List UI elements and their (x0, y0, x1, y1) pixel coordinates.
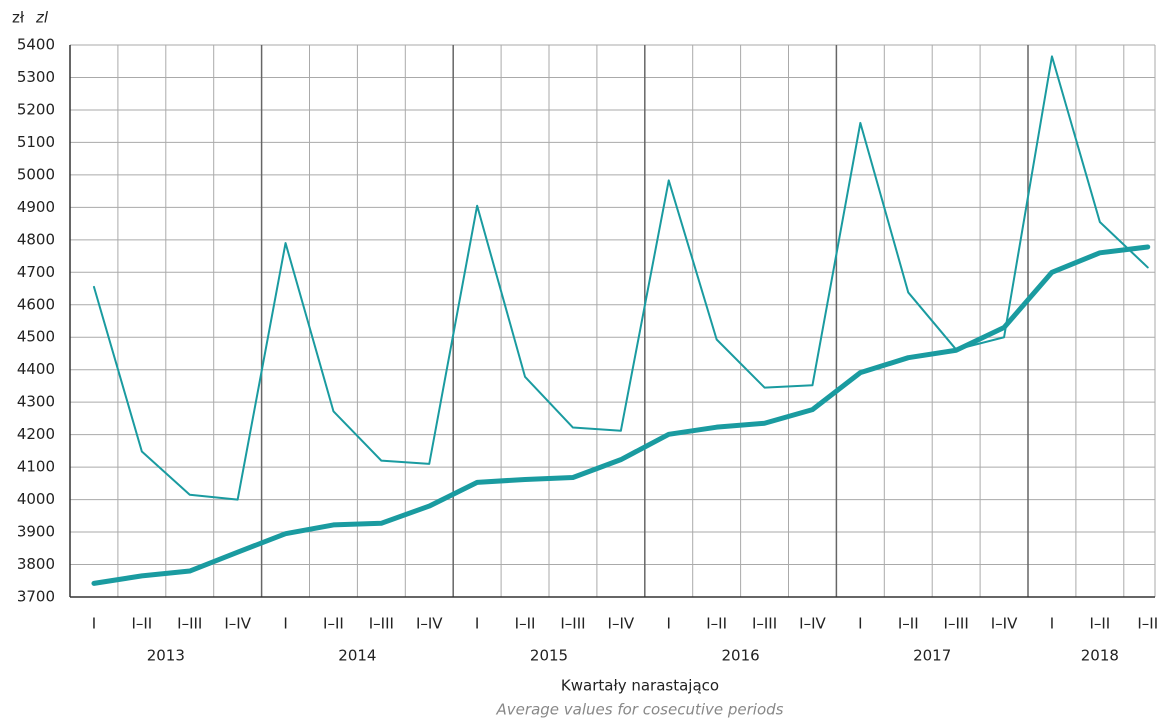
x-axis-title: Kwartały narastająco (561, 677, 719, 695)
y-unit-en: zl (35, 9, 49, 27)
y-tick-label: 4100 (17, 458, 55, 476)
y-tick-label: 5400 (17, 36, 55, 54)
y-tick-label: 5300 (17, 68, 55, 86)
y-tick-label: 3700 (17, 588, 55, 606)
x-tick-label: I–IV (608, 615, 635, 633)
x-tick-label: I–II (898, 615, 919, 633)
y-tick-label: 4400 (17, 360, 55, 378)
x-tick-label: I (283, 615, 287, 633)
y-tick-label: 3800 (17, 555, 55, 573)
group-label: 2018 (1081, 647, 1119, 665)
x-tick-label: I–IV (224, 615, 251, 633)
y-tick-label: 5200 (17, 100, 55, 118)
x-tick-label: I–II (131, 615, 152, 633)
x-axis-subtitle: Average values for cosecutive periods (496, 701, 784, 719)
y-tick-label: 5000 (17, 165, 55, 183)
y-tick-label: 4000 (17, 490, 55, 508)
x-tick-label: I–II (323, 615, 344, 633)
series-line (91, 244, 1151, 586)
y-tick-label: 4200 (17, 425, 55, 443)
y-tick-label: 4300 (17, 393, 55, 411)
group-label: 2015 (530, 647, 568, 665)
x-tick-label: I–IV (799, 615, 826, 633)
x-tick-label: I–III (752, 615, 777, 633)
x-tick-label: I–II (1137, 615, 1158, 633)
x-tick-label: I–III (560, 615, 585, 633)
series-line (92, 55, 1149, 501)
y-tick-label: 4700 (17, 263, 55, 281)
x-tick-label: I–II (706, 615, 727, 633)
x-tick-label: I (1050, 615, 1054, 633)
y-tick-label: 4900 (17, 198, 55, 216)
x-tick-label: I (667, 615, 671, 633)
x-tick-label: I–II (1089, 615, 1110, 633)
y-tick-label: 5100 (17, 133, 55, 151)
x-tick-label: I–III (177, 615, 202, 633)
group-label: 2017 (913, 647, 951, 665)
y-tick-label: 4500 (17, 328, 55, 346)
x-tick-label: I–IV (416, 615, 443, 633)
y-unit: zł (12, 9, 25, 27)
x-tick-label: I (475, 615, 479, 633)
x-tick-label: I–IV (991, 615, 1018, 633)
y-tick-label: 4600 (17, 295, 55, 313)
group-label: 2014 (338, 647, 376, 665)
group-label: 2013 (147, 647, 185, 665)
x-tick-label: I (858, 615, 862, 633)
x-tick-label: I (92, 615, 96, 633)
y-tick-label: 4800 (17, 230, 55, 248)
x-tick-label: I–III (944, 615, 969, 633)
x-tick-label: I–II (515, 615, 536, 633)
group-label: 2016 (722, 647, 760, 665)
y-tick-label: 3900 (17, 523, 55, 541)
x-tick-label: I–III (369, 615, 394, 633)
